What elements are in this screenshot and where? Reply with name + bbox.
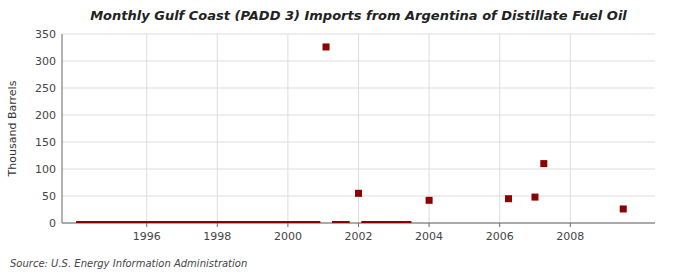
zero-line (76, 221, 411, 223)
x-grid-line (287, 34, 288, 223)
x-grid-line (217, 34, 218, 223)
x-tick-label: 2008 (556, 230, 584, 243)
chart: 0 50 100 150 200 250 300 350 1996 1998 2000 2002 200… (0, 0, 675, 275)
x-tick-label: 2000 (274, 230, 302, 243)
data-point (531, 194, 538, 201)
y-grid-line (62, 223, 655, 224)
x-tick-label: 1996 (133, 230, 161, 243)
x-tick-label: 2004 (415, 230, 443, 243)
x-tick-label: 2006 (486, 230, 514, 243)
x-tick-label: 1998 (203, 230, 231, 243)
x-tick (146, 223, 147, 227)
data-point (505, 195, 512, 202)
x-tick (287, 223, 288, 227)
data-point (540, 160, 547, 167)
plot-area (76, 43, 627, 223)
source-note: Source: U.S. Energy Information Administ… (10, 258, 247, 269)
title: Monthly Gulf Coast (PADD 3) Imports from… (90, 8, 627, 23)
y-tick-label: 0 (49, 217, 56, 230)
data-point (426, 197, 433, 204)
x-tick (358, 223, 359, 227)
axes: 0 50 100 150 200 250 300 350 1996 1998 2000 2002 200… (35, 28, 655, 243)
x-grid-line (570, 34, 571, 223)
chart-container: 0 50 100 150 200 250 300 350 1996 1998 2000 2002 200… (0, 0, 675, 275)
x-tick-label: 2002 (345, 230, 373, 243)
x-grid-line (146, 34, 147, 223)
x-grid-line (429, 34, 430, 223)
grid (62, 34, 655, 223)
y-tick-label: 300 (35, 55, 56, 68)
x-tick (429, 223, 430, 227)
y-tick-label: 250 (35, 82, 56, 95)
y-tick-label: 100 (35, 163, 56, 176)
data-point (620, 205, 627, 212)
x-axis-line (62, 223, 655, 224)
y-axis-line (62, 34, 63, 223)
x-tick (217, 223, 218, 227)
x-tick (570, 223, 571, 227)
y-tick-label: 50 (42, 190, 56, 203)
x-grid-line (499, 34, 500, 223)
y-tick-label: 150 (35, 136, 56, 149)
x-tick (499, 223, 500, 227)
data-point (355, 190, 362, 197)
data-point (323, 43, 330, 50)
y-tick-label: 200 (35, 109, 56, 122)
y-tick-label: 350 (35, 28, 56, 41)
y-axis-label: Thousand Barrels (6, 80, 19, 177)
